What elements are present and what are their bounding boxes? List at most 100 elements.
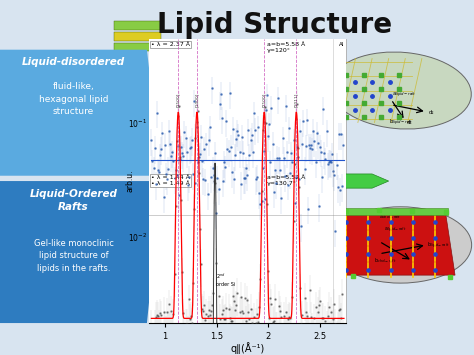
Point [307, 314, 315, 320]
Point [220, 317, 228, 322]
Point [266, 160, 274, 165]
Point [228, 318, 236, 324]
Point [275, 155, 283, 161]
Point [226, 91, 233, 96]
Polygon shape [332, 174, 389, 188]
Point [204, 192, 211, 197]
Point [284, 316, 292, 322]
Point [274, 95, 282, 101]
Text: d₁: d₁ [407, 120, 412, 125]
Point [294, 145, 302, 151]
Point [165, 129, 173, 134]
Point [204, 313, 211, 319]
Text: [1000]: [1000] [195, 93, 199, 107]
Point [286, 171, 294, 176]
Point [337, 131, 345, 137]
Point [155, 169, 163, 175]
Point [208, 302, 216, 308]
Point [244, 173, 251, 178]
Point [310, 128, 317, 134]
Point [329, 168, 337, 174]
Point [301, 166, 309, 171]
Point [203, 311, 210, 317]
Point [293, 144, 301, 150]
Point [292, 116, 300, 122]
Point [279, 337, 286, 342]
Point [262, 107, 270, 113]
Point [254, 174, 261, 179]
Point [186, 145, 194, 151]
Point [335, 131, 343, 137]
Point [236, 309, 243, 315]
Point [201, 177, 209, 183]
Point [166, 323, 174, 329]
Point [167, 153, 175, 159]
Point [325, 304, 333, 310]
Point [309, 147, 316, 152]
Point [222, 119, 230, 124]
Point [332, 321, 339, 327]
Point [310, 316, 318, 321]
Point [206, 312, 214, 318]
Point [167, 308, 175, 313]
Point [326, 332, 334, 338]
Text: • λ = 1.44 Å
• λ = 1.49 Å: • λ = 1.44 Å • λ = 1.49 Å [151, 175, 190, 186]
Point [207, 308, 215, 314]
Point [249, 321, 256, 327]
Point [306, 145, 314, 151]
Text: b$_{chol-raft}$: b$_{chol-raft}$ [374, 256, 397, 265]
Point [247, 137, 255, 143]
Text: [1̅100]: [1̅100] [176, 93, 180, 107]
Point [161, 323, 168, 329]
Point [290, 218, 297, 224]
Point [159, 131, 166, 136]
Point [147, 138, 155, 143]
Point [230, 176, 238, 181]
Point [160, 195, 167, 200]
Point [164, 166, 172, 171]
Point [172, 203, 180, 209]
Point [289, 159, 296, 164]
Point [265, 121, 273, 127]
Point [151, 322, 158, 328]
Point [282, 103, 290, 109]
Point [293, 101, 301, 106]
FancyBboxPatch shape [271, 178, 280, 185]
Point [296, 285, 304, 291]
Point [191, 136, 199, 141]
Point [324, 313, 331, 319]
Text: b$_{lipid-raft}$: b$_{lipid-raft}$ [389, 118, 413, 128]
Point [315, 203, 323, 209]
Point [246, 316, 253, 322]
FancyBboxPatch shape [339, 208, 448, 215]
Point [313, 130, 320, 136]
Point [157, 146, 165, 152]
Point [147, 322, 155, 328]
Point [273, 155, 281, 161]
Point [336, 187, 344, 193]
Point [235, 324, 242, 329]
Point [245, 127, 252, 133]
Point [304, 324, 311, 330]
Point [165, 301, 173, 307]
Point [218, 115, 226, 121]
Point [226, 316, 233, 321]
Point [314, 140, 321, 146]
Point [150, 165, 157, 171]
Point [259, 165, 266, 170]
Point [309, 325, 316, 331]
Polygon shape [332, 213, 455, 275]
Point [291, 200, 299, 206]
Point [176, 157, 184, 162]
Point [337, 315, 345, 321]
Point [334, 184, 341, 190]
Point [327, 309, 335, 315]
Point [320, 331, 328, 336]
Point [268, 105, 275, 111]
Point [162, 328, 170, 333]
Point [334, 324, 341, 329]
Point [271, 166, 279, 172]
Point [237, 181, 245, 186]
Point [320, 150, 328, 156]
Point [175, 103, 182, 109]
